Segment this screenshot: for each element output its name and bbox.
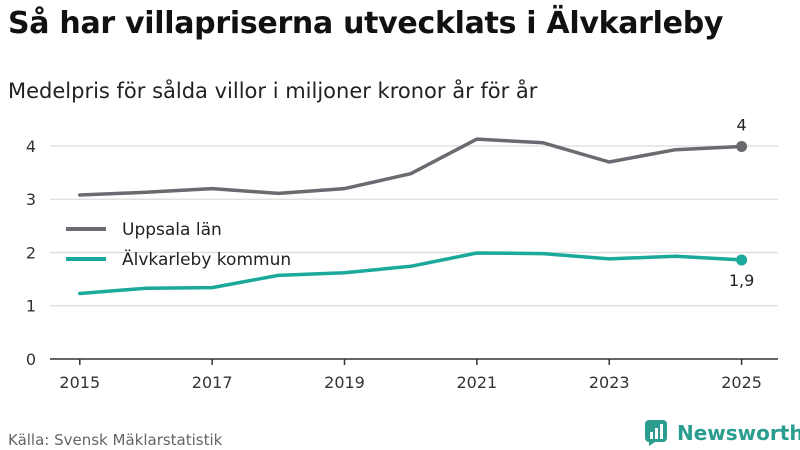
x-tick-label: 2021 <box>457 373 498 392</box>
bar-chart-icon <box>645 420 667 446</box>
chart-title: Så har villapriserna utvecklats i Älvkar… <box>8 6 724 41</box>
y-tick-label: 4 <box>26 137 36 156</box>
legend: Uppsala län Älvkarleby kommun <box>66 220 291 270</box>
x-tick-label: 2023 <box>589 373 630 392</box>
end-point-marker <box>736 254 748 266</box>
y-tick-label: 0 <box>26 350 36 369</box>
y-tick-label: 1 <box>26 297 36 316</box>
legend-label: Älvkarleby kommun <box>122 249 291 270</box>
end-value-label: 4 <box>737 116 747 135</box>
series-lines <box>78 137 748 296</box>
newsworthy-logo[interactable]: Newsworthy <box>645 420 800 446</box>
x-tick-label: 2019 <box>324 373 365 392</box>
x-tick-label: 2015 <box>59 373 100 392</box>
end-point-marker <box>736 141 748 153</box>
brand-name: Newsworthy <box>677 421 800 445</box>
chart-subtitle: Medelpris för sålda villor i miljoner kr… <box>8 79 538 103</box>
y-tick-label: 2 <box>26 243 36 262</box>
series-line-0 <box>78 137 744 197</box>
end-value-label: 1,9 <box>729 271 754 290</box>
axes: 0 1 2 3 4 2015 2017 2019 2021 2023 2025 <box>26 137 778 392</box>
x-tick-label: 2025 <box>721 373 762 392</box>
legend-label: Uppsala län <box>122 220 222 240</box>
y-tick-label: 3 <box>26 190 36 209</box>
end-labels: 41,9 <box>729 116 754 290</box>
x-tick-label: 2017 <box>192 373 233 392</box>
source-note: Källa: Svensk Mäklarstatistik <box>8 431 223 449</box>
series-line-1 <box>78 251 744 296</box>
grid-lines <box>50 145 778 307</box>
